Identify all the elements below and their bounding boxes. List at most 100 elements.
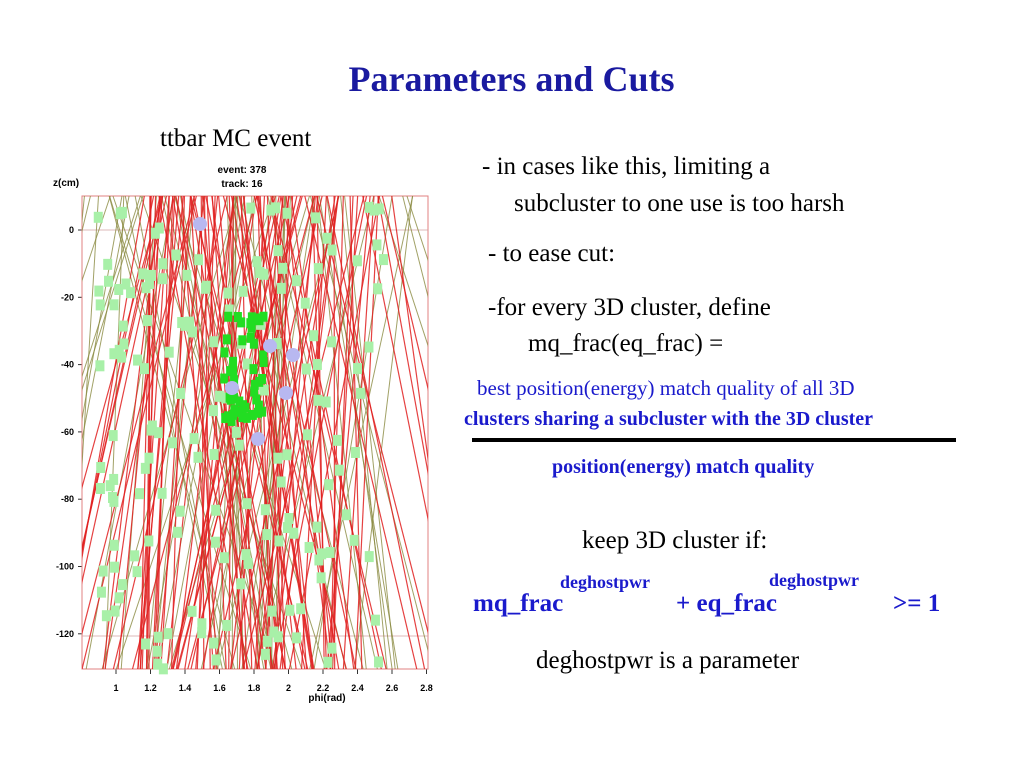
hit-marker (153, 658, 163, 670)
hit-marker (193, 451, 203, 463)
hit-marker (188, 326, 198, 338)
hit-marker-highlight (229, 409, 238, 420)
track-line (240, 196, 253, 669)
hit-marker (108, 430, 118, 442)
hit-marker-highlight (253, 313, 262, 324)
hit-marker (144, 535, 154, 547)
hit-marker-highlight (250, 386, 259, 397)
hit-marker (109, 299, 119, 311)
track-line (82, 196, 130, 443)
hit-marker (302, 429, 312, 441)
track-line (354, 196, 379, 669)
hit-marker (332, 434, 342, 446)
hit-marker (109, 473, 119, 485)
y-tick-label: 0 (69, 225, 74, 235)
hit-marker (321, 396, 331, 408)
hit-marker (185, 316, 195, 328)
fraction-numerator-line-2: clusters sharing a subcluster with the 3… (464, 408, 874, 430)
hit-marker (171, 249, 181, 261)
track-line (235, 196, 313, 669)
hit-marker (285, 604, 295, 616)
hit-marker (276, 476, 286, 488)
hit-marker-highlight (258, 406, 267, 417)
hit-marker (262, 529, 272, 541)
hit-marker (95, 299, 105, 311)
hit-marker (282, 449, 292, 461)
hit-marker (292, 632, 302, 644)
hit-marker (273, 631, 283, 643)
track-line (309, 196, 428, 653)
hit-marker (224, 304, 234, 316)
track-line (362, 196, 428, 522)
track-line (230, 196, 340, 669)
hit-marker (141, 638, 151, 650)
track-line (108, 196, 236, 669)
hit-marker (364, 201, 374, 213)
hit-marker-highlight (246, 332, 255, 343)
hit-marker-highlight (221, 413, 230, 424)
hit-marker (325, 546, 335, 558)
hit-marker (197, 627, 207, 639)
hit-marker (219, 552, 229, 564)
track-line (329, 196, 344, 669)
cluster-marker (193, 217, 207, 231)
cut-term-1: mq_frac (473, 590, 564, 617)
hit-marker (209, 637, 219, 649)
hit-marker (109, 348, 119, 360)
track-line (290, 196, 355, 669)
hit-marker (211, 504, 221, 516)
track-line (265, 196, 294, 669)
hit-marker (96, 462, 106, 474)
track-line (272, 196, 331, 669)
hit-marker-highlight (252, 394, 261, 405)
hit-marker (350, 446, 360, 458)
hit-marker (94, 285, 104, 297)
hit-marker (246, 202, 256, 214)
hit-marker (187, 605, 197, 617)
hit-marker-highlight (249, 364, 258, 375)
hit-marker (284, 513, 294, 525)
track-line (326, 196, 371, 669)
hit-marker (274, 535, 284, 547)
hit-marker (209, 336, 219, 348)
bullet-1-line-2: subcluster to one use is too harsh (514, 190, 845, 217)
hit-marker-highlight (220, 373, 229, 384)
hit-marker (153, 631, 163, 643)
hit-marker (164, 346, 174, 358)
hit-marker (153, 427, 163, 439)
hit-marker (327, 244, 337, 256)
hit-marker (134, 488, 144, 500)
track-line (340, 196, 388, 669)
hit-marker (144, 278, 154, 290)
track-line (184, 196, 257, 669)
hit-marker (140, 462, 150, 474)
hit-marker (374, 203, 384, 215)
hit-marker (349, 534, 359, 546)
bullet-1-line-1: - in cases like this, limiting a (482, 153, 771, 180)
track-line (112, 196, 228, 669)
track-line (200, 196, 205, 669)
hit-marker (317, 548, 327, 560)
hit-marker (163, 628, 173, 640)
track-line (271, 196, 308, 669)
track-line (82, 196, 144, 392)
hit-marker (152, 645, 162, 657)
hit-marker (110, 561, 120, 573)
hit-marker (146, 269, 156, 281)
hit-marker (352, 363, 362, 375)
hit-marker (311, 212, 321, 224)
track-line (315, 196, 428, 635)
track-line (170, 196, 186, 669)
track-line (274, 196, 316, 669)
hit-marker (104, 275, 114, 287)
hit-marker (282, 207, 292, 219)
hit-marker (341, 509, 351, 521)
hit-marker (334, 464, 344, 476)
track-line (381, 196, 428, 392)
track-line (196, 196, 216, 669)
track-line (153, 196, 174, 669)
hit-marker (282, 522, 292, 534)
track-line (82, 196, 145, 561)
hit-marker (208, 405, 218, 417)
track-line (228, 196, 234, 669)
